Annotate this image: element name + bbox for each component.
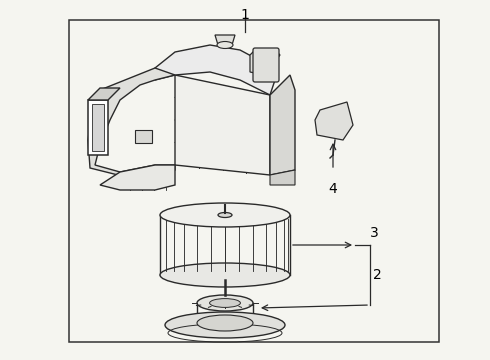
Text: 1: 1 bbox=[241, 8, 249, 22]
Polygon shape bbox=[155, 45, 275, 95]
Polygon shape bbox=[92, 104, 104, 151]
Ellipse shape bbox=[218, 212, 232, 217]
Polygon shape bbox=[88, 100, 108, 155]
Ellipse shape bbox=[160, 203, 290, 227]
Polygon shape bbox=[175, 75, 270, 175]
FancyBboxPatch shape bbox=[253, 48, 279, 82]
Ellipse shape bbox=[210, 298, 241, 307]
Ellipse shape bbox=[197, 315, 253, 331]
Polygon shape bbox=[270, 75, 295, 175]
Polygon shape bbox=[215, 35, 235, 45]
Text: 4: 4 bbox=[329, 182, 338, 196]
Polygon shape bbox=[270, 170, 295, 185]
Polygon shape bbox=[100, 165, 175, 190]
Polygon shape bbox=[250, 50, 280, 75]
Text: 3: 3 bbox=[370, 226, 379, 240]
Ellipse shape bbox=[197, 295, 253, 311]
Polygon shape bbox=[88, 68, 175, 175]
Ellipse shape bbox=[160, 263, 290, 287]
Ellipse shape bbox=[165, 312, 285, 338]
Ellipse shape bbox=[217, 41, 233, 49]
Polygon shape bbox=[315, 102, 353, 140]
Polygon shape bbox=[135, 130, 152, 143]
Bar bbox=[69, 20, 439, 342]
Polygon shape bbox=[88, 88, 120, 100]
Text: 2: 2 bbox=[373, 268, 382, 282]
